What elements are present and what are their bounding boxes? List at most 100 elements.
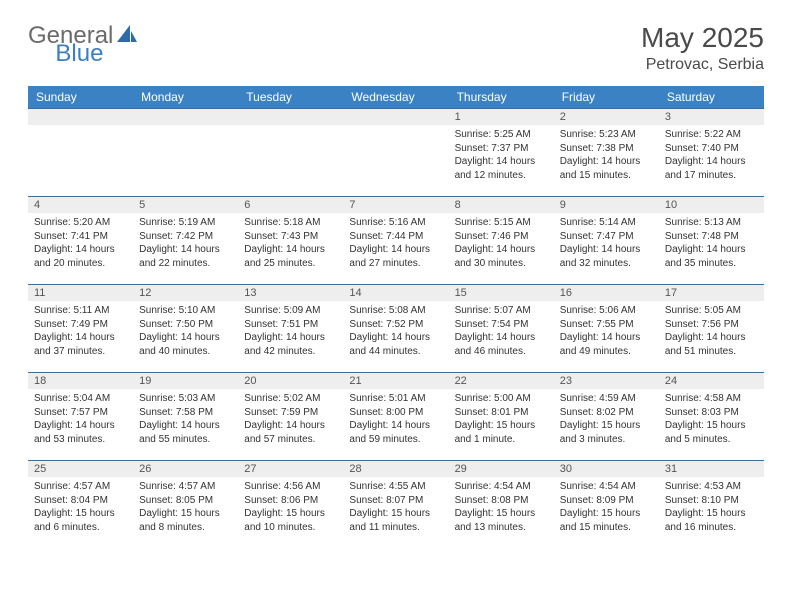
sunset-text: Sunset: 7:43 PM (244, 230, 337, 244)
daylight-text: Daylight: 14 hours (139, 419, 232, 433)
daylight-text: and 13 minutes. (455, 521, 548, 535)
day-number: 4 (28, 197, 133, 213)
calendar-cell: 30Sunrise: 4:54 AMSunset: 8:09 PMDayligh… (554, 460, 659, 548)
day-details: Sunrise: 4:56 AMSunset: 8:06 PMDaylight:… (238, 477, 343, 538)
calendar-cell: 28Sunrise: 4:55 AMSunset: 8:07 PMDayligh… (343, 460, 448, 548)
day-number: 25 (28, 461, 133, 477)
sunrise-text: Sunrise: 4:54 AM (560, 480, 653, 494)
daylight-text: Daylight: 14 hours (455, 331, 548, 345)
sunrise-text: Sunrise: 5:04 AM (34, 392, 127, 406)
day-number (343, 109, 448, 125)
day-details: Sunrise: 4:55 AMSunset: 8:07 PMDaylight:… (343, 477, 448, 538)
daylight-text: Daylight: 14 hours (349, 331, 442, 345)
calendar-cell: 16Sunrise: 5:06 AMSunset: 7:55 PMDayligh… (554, 284, 659, 372)
day-number: 24 (659, 373, 764, 389)
sunset-text: Sunset: 8:10 PM (665, 494, 758, 508)
calendar-body: 1Sunrise: 5:25 AMSunset: 7:37 PMDaylight… (28, 108, 764, 548)
daylight-text: and 30 minutes. (455, 257, 548, 271)
sunset-text: Sunset: 8:00 PM (349, 406, 442, 420)
sunrise-text: Sunrise: 5:03 AM (139, 392, 232, 406)
calendar-page: General Blue May 2025 Petrovac, Serbia S… (0, 0, 792, 562)
sunrise-text: Sunrise: 5:06 AM (560, 304, 653, 318)
calendar-cell: 14Sunrise: 5:08 AMSunset: 7:52 PMDayligh… (343, 284, 448, 372)
daylight-text: and 20 minutes. (34, 257, 127, 271)
calendar-cell: 25Sunrise: 4:57 AMSunset: 8:04 PMDayligh… (28, 460, 133, 548)
sunrise-text: Sunrise: 5:13 AM (665, 216, 758, 230)
weekday-header: Sunday Monday Tuesday Wednesday Thursday… (28, 86, 764, 108)
day-details: Sunrise: 5:20 AMSunset: 7:41 PMDaylight:… (28, 213, 133, 274)
calendar-cell: 3Sunrise: 5:22 AMSunset: 7:40 PMDaylight… (659, 108, 764, 196)
logo-sail-icon (117, 25, 137, 48)
sunset-text: Sunset: 8:09 PM (560, 494, 653, 508)
day-number (28, 109, 133, 125)
daylight-text: and 46 minutes. (455, 345, 548, 359)
sunset-text: Sunset: 8:05 PM (139, 494, 232, 508)
day-number (133, 109, 238, 125)
day-number: 27 (238, 461, 343, 477)
calendar-cell (133, 108, 238, 196)
sunset-text: Sunset: 7:55 PM (560, 318, 653, 332)
daylight-text: and 22 minutes. (139, 257, 232, 271)
calendar-cell: 18Sunrise: 5:04 AMSunset: 7:57 PMDayligh… (28, 372, 133, 460)
sunrise-text: Sunrise: 5:01 AM (349, 392, 442, 406)
day-number: 5 (133, 197, 238, 213)
daylight-text: and 44 minutes. (349, 345, 442, 359)
day-number: 1 (449, 109, 554, 125)
daylight-text: Daylight: 14 hours (560, 155, 653, 169)
calendar-cell: 26Sunrise: 4:57 AMSunset: 8:05 PMDayligh… (133, 460, 238, 548)
daylight-text: and 17 minutes. (665, 169, 758, 183)
sunset-text: Sunset: 7:37 PM (455, 142, 548, 156)
sunset-text: Sunset: 7:48 PM (665, 230, 758, 244)
daylight-text: and 35 minutes. (665, 257, 758, 271)
sunset-text: Sunset: 7:56 PM (665, 318, 758, 332)
day-details: Sunrise: 5:01 AMSunset: 8:00 PMDaylight:… (343, 389, 448, 450)
day-number: 19 (133, 373, 238, 389)
day-details: Sunrise: 4:58 AMSunset: 8:03 PMDaylight:… (659, 389, 764, 450)
sunrise-text: Sunrise: 4:56 AM (244, 480, 337, 494)
header: General Blue May 2025 Petrovac, Serbia (28, 22, 764, 74)
daylight-text: Daylight: 14 hours (349, 243, 442, 257)
day-details: Sunrise: 5:18 AMSunset: 7:43 PMDaylight:… (238, 213, 343, 274)
day-details: Sunrise: 5:00 AMSunset: 8:01 PMDaylight:… (449, 389, 554, 450)
daylight-text: and 42 minutes. (244, 345, 337, 359)
calendar-cell: 27Sunrise: 4:56 AMSunset: 8:06 PMDayligh… (238, 460, 343, 548)
sunrise-text: Sunrise: 5:23 AM (560, 128, 653, 142)
daylight-text: Daylight: 15 hours (349, 507, 442, 521)
daylight-text: and 16 minutes. (665, 521, 758, 535)
day-details: Sunrise: 5:04 AMSunset: 7:57 PMDaylight:… (28, 389, 133, 450)
daylight-text: and 53 minutes. (34, 433, 127, 447)
calendar-cell (343, 108, 448, 196)
logo: General Blue (28, 22, 189, 50)
sunset-text: Sunset: 8:08 PM (455, 494, 548, 508)
day-details: Sunrise: 5:16 AMSunset: 7:44 PMDaylight:… (343, 213, 448, 274)
weekday-label: Sunday (28, 86, 133, 108)
day-details: Sunrise: 5:08 AMSunset: 7:52 PMDaylight:… (343, 301, 448, 362)
day-number: 17 (659, 285, 764, 301)
daylight-text: and 55 minutes. (139, 433, 232, 447)
weekday-label: Friday (554, 86, 659, 108)
calendar-cell: 21Sunrise: 5:01 AMSunset: 8:00 PMDayligh… (343, 372, 448, 460)
calendar-cell (28, 108, 133, 196)
sunrise-text: Sunrise: 5:14 AM (560, 216, 653, 230)
calendar-cell (238, 108, 343, 196)
daylight-text: and 3 minutes. (560, 433, 653, 447)
sunset-text: Sunset: 7:51 PM (244, 318, 337, 332)
daylight-text: and 25 minutes. (244, 257, 337, 271)
sunrise-text: Sunrise: 4:59 AM (560, 392, 653, 406)
daylight-text: and 5 minutes. (665, 433, 758, 447)
sunrise-text: Sunrise: 5:15 AM (455, 216, 548, 230)
calendar-cell: 11Sunrise: 5:11 AMSunset: 7:49 PMDayligh… (28, 284, 133, 372)
sunrise-text: Sunrise: 5:07 AM (455, 304, 548, 318)
month-title: May 2025 (641, 22, 764, 54)
daylight-text: Daylight: 15 hours (665, 419, 758, 433)
daylight-text: Daylight: 14 hours (139, 243, 232, 257)
sunrise-text: Sunrise: 5:19 AM (139, 216, 232, 230)
day-details: Sunrise: 4:57 AMSunset: 8:04 PMDaylight:… (28, 477, 133, 538)
day-number: 13 (238, 285, 343, 301)
sunset-text: Sunset: 7:41 PM (34, 230, 127, 244)
daylight-text: Daylight: 14 hours (244, 243, 337, 257)
weekday-label: Saturday (659, 86, 764, 108)
sunrise-text: Sunrise: 5:08 AM (349, 304, 442, 318)
sunrise-text: Sunrise: 4:57 AM (139, 480, 232, 494)
daylight-text: Daylight: 14 hours (560, 243, 653, 257)
